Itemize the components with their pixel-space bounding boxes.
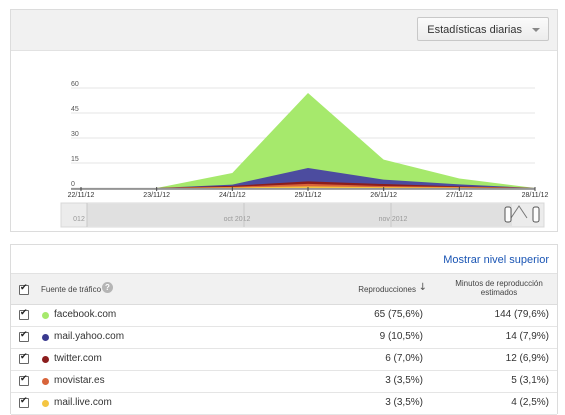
table-header: Fuente de tráfico ? Reproducciones ↓ Min…: [11, 274, 557, 305]
plays-value: 65 (75,6%): [374, 309, 423, 320]
header-minutes[interactable]: Minutos de reproducción estimados: [455, 279, 543, 297]
chart-panel: Estadísticas diarias 0 15 30 45 60 22/11/12 2…: [10, 9, 558, 232]
y-tick-label: 45: [71, 106, 79, 113]
x-tick-label: 23/11/12: [143, 192, 170, 199]
table-topbar: Mostrar nivel superior: [11, 245, 557, 274]
x-tick-label: 26/11/12: [370, 192, 397, 199]
timeline-label: nov 2012: [379, 216, 408, 223]
traffic-table-panel: Mostrar nivel superior Fuente de tráfico…: [10, 244, 558, 415]
y-tick-label: 30: [71, 131, 79, 138]
traffic-source-name: twitter.com: [54, 353, 102, 364]
show-parent-link[interactable]: Mostrar nivel superior: [443, 254, 549, 266]
x-tick-label: 25/11/12: [295, 192, 322, 199]
range-handle-icon[interactable]: [504, 206, 512, 223]
plays-value: 3 (3,5%): [385, 397, 423, 408]
timeline-label: oct 2012: [224, 216, 251, 223]
x-tick-label: 24/11/12: [219, 192, 246, 199]
range-handle-icon[interactable]: [532, 206, 540, 223]
header-source: Fuente de tráfico: [41, 285, 102, 294]
traffic-source-name: mail.live.com: [54, 397, 112, 408]
traffic-source-name: movistar.es: [54, 375, 105, 386]
table-row[interactable]: twitter.com 6 (7,0%) 12 (6,9%): [11, 349, 557, 371]
y-tick-label: 15: [71, 156, 79, 163]
x-tick-label: 22/11/12: [68, 192, 95, 199]
minutes-value: 14 (7,9%): [505, 331, 549, 342]
dropdown-label: Estadísticas diarias: [427, 24, 522, 36]
daily-stats-dropdown[interactable]: Estadísticas diarias: [417, 17, 549, 41]
row-checkbox[interactable]: [19, 308, 29, 320]
area-series: [81, 93, 535, 188]
row-checkbox[interactable]: [19, 330, 29, 342]
select-all-checkbox[interactable]: [19, 283, 29, 295]
area-series: [81, 168, 535, 188]
sort-down-icon[interactable]: ↓: [418, 282, 427, 293]
x-tick-label: 27/11/12: [446, 192, 473, 199]
plays-value: 6 (7,0%): [385, 353, 423, 364]
plays-value: 3 (3,5%): [385, 375, 423, 386]
traffic-source-name: facebook.com: [54, 309, 117, 320]
series-color-dot: [42, 378, 49, 385]
area-series: [81, 183, 535, 188]
help-icon[interactable]: ?: [102, 282, 113, 293]
minutes-value: 144 (79,6%): [494, 309, 549, 320]
row-checkbox[interactable]: [19, 352, 29, 364]
minutes-value: 12 (6,9%): [505, 353, 549, 364]
table-row[interactable]: movistar.es 3 (3,5%) 5 (3,1%): [11, 371, 557, 393]
caret-down-icon: [532, 28, 540, 32]
y-tick-label: 60: [71, 81, 79, 88]
timeline-label: 012: [73, 216, 85, 223]
series-color-dot: [42, 334, 49, 341]
row-checkbox[interactable]: [19, 396, 29, 408]
table-row[interactable]: facebook.com 65 (75,6%) 144 (79,6%): [11, 305, 557, 327]
stacked-area-chart: 0 15 30 45 60 22/11/12 23/11/12 24/11/12 25/11/…: [60, 81, 549, 228]
timeline-range: [87, 204, 512, 226]
chart-toolbar: Estadísticas diarias: [11, 10, 557, 51]
timeline-minichart: [510, 205, 528, 219]
minutes-value: 5 (3,1%): [511, 375, 549, 386]
header-plays[interactable]: Reproducciones: [358, 285, 416, 294]
y-tick-label: 0: [71, 181, 75, 188]
series-color-dot: [42, 400, 49, 407]
series-color-dot: [42, 356, 49, 363]
series-color-dot: [42, 312, 49, 319]
plays-value: 9 (10,5%): [379, 331, 423, 342]
row-checkbox[interactable]: [19, 374, 29, 386]
table-row[interactable]: mail.live.com 3 (3,5%) 4 (2,5%): [11, 393, 557, 415]
traffic-source-name: mail.yahoo.com: [54, 331, 125, 342]
minutes-value: 4 (2,5%): [511, 397, 549, 408]
x-tick-label: 28/11/12: [522, 192, 549, 199]
table-row[interactable]: mail.yahoo.com 9 (10,5%) 14 (7,9%): [11, 327, 557, 349]
